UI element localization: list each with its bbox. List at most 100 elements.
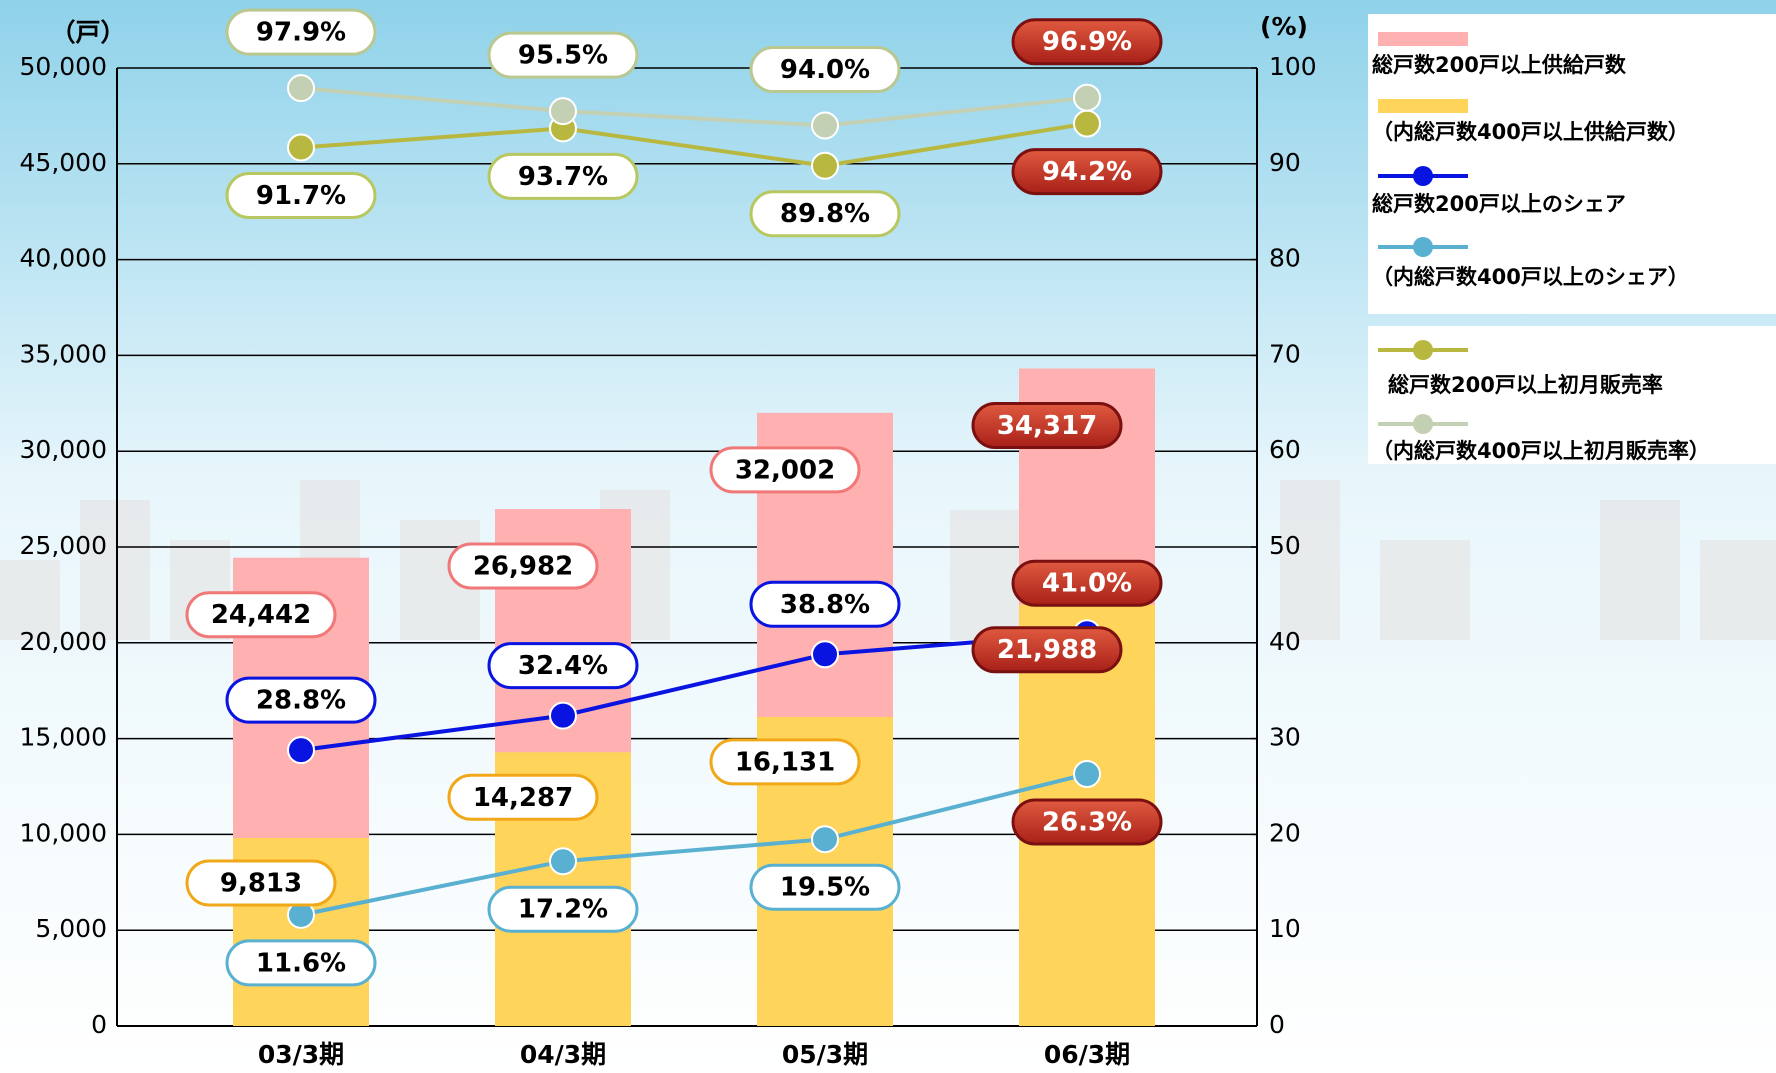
point [1073, 760, 1101, 789]
data-label: 32.4% [518, 651, 608, 681]
label-box [749, 863, 901, 911]
label-box [185, 859, 337, 907]
label-box [487, 31, 639, 79]
point [549, 701, 577, 730]
x-tick-label: 06/3期 [1044, 1040, 1130, 1069]
point [287, 736, 315, 765]
data-label: 41.0% [1042, 569, 1132, 599]
data-label: 32,002 [735, 455, 835, 485]
y-axis-label: （戸） [50, 18, 125, 47]
legend-swatch [1378, 32, 1468, 46]
label-box [1011, 148, 1163, 196]
y-tick-label: 15,000 [20, 723, 107, 752]
data-label: 26.3% [1042, 808, 1132, 838]
label-box [1011, 18, 1163, 66]
label-box [1011, 798, 1163, 846]
label-box [447, 773, 599, 821]
label-box [225, 8, 377, 56]
data-label: 17.2% [518, 895, 608, 925]
legend-swatch [1378, 99, 1468, 113]
point [811, 111, 839, 140]
x-tick-label: 05/3期 [782, 1040, 868, 1069]
data-label: 89.8% [780, 199, 870, 229]
y2-tick-label: 70 [1269, 339, 1301, 368]
line [300, 631, 1088, 753]
point [811, 151, 839, 180]
data-label: 97.9% [256, 18, 346, 48]
data-label: 93.7% [518, 162, 608, 192]
label-box [709, 446, 861, 494]
y-tick-label: 40,000 [20, 244, 107, 273]
y-tick-label: 0 [91, 1010, 107, 1039]
line [300, 121, 1088, 168]
y2-tick-label: 80 [1269, 244, 1301, 273]
data-label: 34,317 [997, 411, 1097, 441]
data-label: 24,442 [211, 600, 311, 630]
point [287, 133, 315, 162]
data-label: 19.5% [780, 873, 870, 903]
line [300, 86, 1088, 128]
legend-label: （内総戸数400戸以上のシェア） [1372, 265, 1689, 289]
point [811, 825, 839, 854]
label-box [749, 190, 901, 238]
y2-tick-label: 10 [1269, 914, 1301, 943]
legend-label: 総戸数200戸以上のシェア [1372, 192, 1626, 216]
legend-label: （内総戸数400戸以上初月販売率） [1372, 439, 1710, 463]
legend-label: （内総戸数400戸以上供給戸数） [1372, 120, 1689, 144]
y-tick-label: 45,000 [20, 148, 107, 177]
legend-swatch [1413, 340, 1433, 360]
data-label: 38.8% [780, 590, 870, 620]
data-label: 94.0% [780, 55, 870, 85]
data-label: 28.8% [256, 686, 346, 716]
label-box [487, 642, 639, 690]
label-box [971, 626, 1123, 674]
y2-tick-label: 40 [1269, 627, 1301, 656]
y2-tick-label: 30 [1269, 723, 1301, 752]
label-box [971, 401, 1123, 449]
data-label: 16,131 [735, 747, 835, 777]
label-box [185, 591, 337, 639]
point [549, 847, 577, 876]
label-box [487, 885, 639, 933]
legend-swatch [1413, 414, 1433, 434]
data-label: 95.5% [518, 41, 608, 71]
data-label: 9,813 [220, 868, 302, 898]
legend-swatch [1413, 237, 1433, 257]
y-tick-label: 20,000 [20, 627, 107, 656]
data-label: 94.2% [1042, 157, 1132, 187]
data-label: 26,982 [473, 552, 573, 582]
x-tick-label: 04/3期 [520, 1040, 606, 1069]
y2-tick-label: 20 [1269, 818, 1301, 847]
label-box [749, 580, 901, 628]
label-box [487, 152, 639, 200]
data-label: 91.7% [256, 181, 346, 211]
y2-tick-label: 90 [1269, 148, 1301, 177]
label-box [225, 172, 377, 220]
data-label: 96.9% [1042, 27, 1132, 57]
point [1073, 83, 1101, 112]
data-label: 11.6% [256, 948, 346, 978]
y-tick-label: 35,000 [20, 339, 107, 368]
legend-box [1368, 14, 1776, 314]
point [549, 97, 577, 126]
y2-tick-label: 50 [1269, 531, 1301, 560]
label-box [447, 542, 599, 590]
x-tick-label: 03/3期 [258, 1040, 344, 1069]
y2-axis-label: (%) [1260, 12, 1308, 41]
y-tick-label: 5,000 [35, 914, 107, 943]
point [287, 74, 315, 103]
legend-label: 総戸数200戸以上供給戸数 [1372, 53, 1627, 77]
legend-label: 総戸数200戸以上初月販売率 [1388, 373, 1663, 397]
label-box [749, 45, 901, 93]
y-tick-label: 50,000 [20, 52, 107, 81]
label-box [225, 939, 377, 987]
y-tick-label: 10,000 [20, 818, 107, 847]
line [300, 772, 1088, 917]
y-tick-label: 30,000 [20, 435, 107, 464]
y2-tick-label: 0 [1269, 1010, 1285, 1039]
y2-tick-label: 100 [1269, 52, 1317, 81]
legend-swatch [1413, 166, 1433, 186]
data-label: 14,287 [473, 783, 573, 813]
label-box [1011, 559, 1163, 607]
